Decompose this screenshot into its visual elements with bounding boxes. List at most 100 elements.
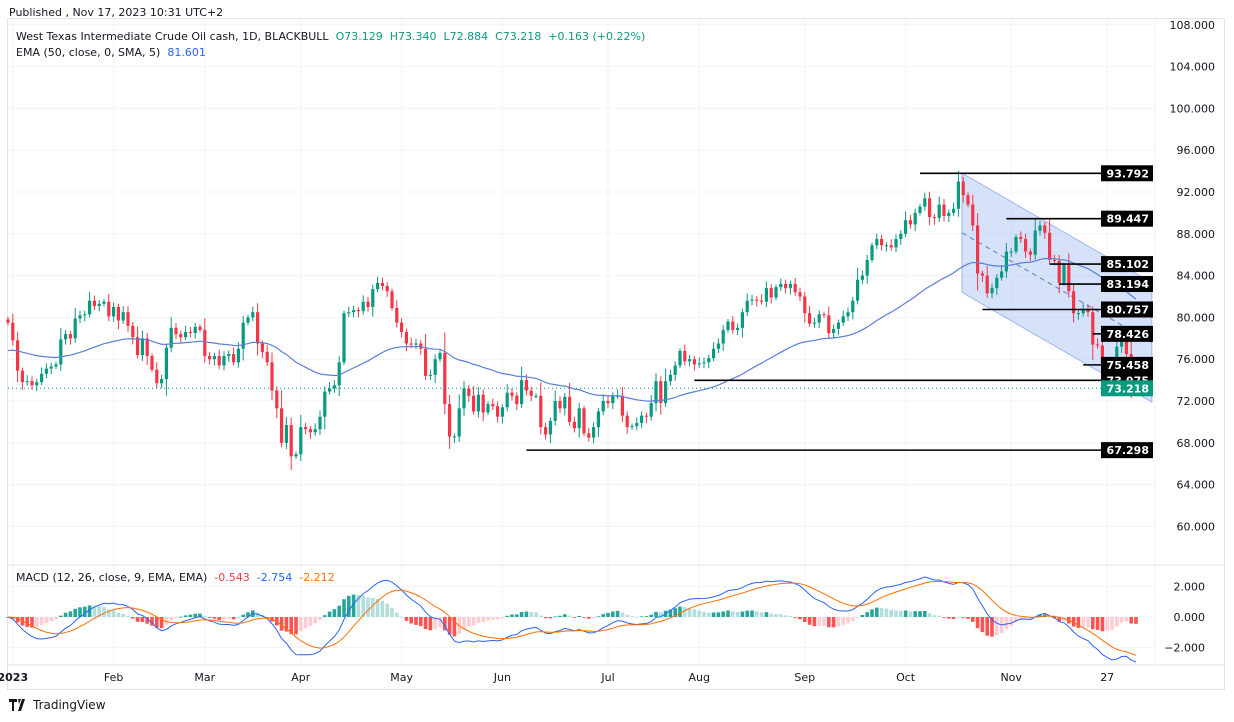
candle-body bbox=[361, 301, 365, 312]
macd-histogram-bar bbox=[1100, 617, 1105, 632]
x-tick-label: Sep bbox=[794, 671, 815, 684]
candle-body bbox=[313, 429, 317, 433]
macd-histogram-bar bbox=[966, 617, 970, 619]
macd-histogram-bar bbox=[875, 607, 879, 617]
macd-histogram-bar bbox=[241, 614, 245, 617]
macd-histogram-bar bbox=[726, 610, 730, 617]
candle-body bbox=[385, 286, 389, 292]
candle-body bbox=[678, 350, 682, 366]
candle-body bbox=[1057, 260, 1061, 283]
macd-histogram-bar bbox=[558, 615, 562, 617]
macd-histogram-bar bbox=[1071, 617, 1076, 627]
macd-histogram-bar bbox=[903, 610, 908, 617]
candle-body bbox=[1038, 225, 1042, 231]
macd-histogram-bar bbox=[980, 617, 985, 633]
candle-body bbox=[1052, 259, 1056, 261]
macd-histogram-bar bbox=[894, 610, 898, 617]
macd-histogram-bar bbox=[841, 617, 845, 625]
candle-body bbox=[476, 394, 480, 412]
macd-histogram-bar bbox=[375, 598, 380, 617]
candle-body bbox=[577, 408, 581, 429]
candle-body bbox=[764, 288, 768, 302]
ohlc-open: O73.129 bbox=[335, 30, 383, 43]
macd-histogram-bar bbox=[1095, 617, 1100, 630]
macd-tick-label: 2.000 bbox=[1174, 581, 1206, 594]
macd-signal-line bbox=[7, 580, 1137, 656]
macd-histogram-bar bbox=[553, 616, 557, 618]
candle-body bbox=[539, 395, 543, 428]
candle-body bbox=[332, 385, 336, 389]
macd-histogram-bar bbox=[971, 617, 975, 622]
ema-label[interactable]: EMA (50, close, 0, SMA, 5) bbox=[16, 46, 161, 59]
y-tick-label: 100.000 bbox=[1170, 102, 1216, 115]
macd-histogram-bar bbox=[231, 617, 236, 620]
macd-histogram-bar bbox=[1110, 617, 1114, 631]
macd-histogram-bar bbox=[188, 614, 193, 617]
candle-body bbox=[817, 314, 821, 323]
macd-histogram-bar bbox=[774, 613, 778, 617]
price-level-label: 93.792 bbox=[1107, 167, 1149, 180]
macd-histogram-bar bbox=[827, 617, 831, 628]
candle-body bbox=[736, 327, 740, 330]
macd-histogram-bar bbox=[337, 605, 341, 617]
macd-histogram-bar bbox=[937, 615, 941, 617]
macd-histogram-bar bbox=[471, 617, 476, 626]
macd-histogram-bar bbox=[567, 615, 572, 617]
candle-body bbox=[908, 220, 912, 225]
macd-histogram-bar bbox=[1038, 614, 1042, 617]
candle-body bbox=[356, 310, 360, 312]
macd-tick-label: −2.000 bbox=[1164, 641, 1205, 654]
candle-body bbox=[505, 392, 509, 408]
candle-body bbox=[1004, 251, 1008, 272]
candle-body bbox=[1100, 345, 1104, 367]
macd-histogram-bar bbox=[92, 605, 97, 617]
tradingview-logo[interactable]: TradingView bbox=[9, 698, 106, 712]
candle-body bbox=[232, 353, 236, 363]
macd-histogram-bar bbox=[102, 607, 106, 617]
macd-hist-value: -0.543 bbox=[214, 571, 250, 584]
macd-histogram-bar bbox=[942, 617, 946, 618]
price-level-tag bbox=[1101, 356, 1153, 373]
macd-histogram-bar bbox=[1009, 617, 1013, 627]
candle-body bbox=[510, 392, 514, 396]
candle-body bbox=[16, 340, 20, 371]
candle-body bbox=[563, 396, 567, 409]
macd-histogram-bar bbox=[54, 617, 58, 620]
tradingview-logo-icon bbox=[9, 699, 25, 711]
candle-body bbox=[35, 382, 39, 386]
candle-body bbox=[913, 212, 917, 225]
candle-body bbox=[136, 337, 140, 356]
macd-label[interactable]: MACD (12, 26, close, 9, EMA, EMA) bbox=[16, 571, 208, 584]
channel-midline bbox=[961, 232, 1153, 343]
macd-histogram-bar bbox=[572, 617, 577, 618]
candle-body bbox=[433, 359, 437, 375]
macd-histogram-bar bbox=[913, 611, 917, 617]
candle-body bbox=[270, 362, 274, 391]
macd-histogram-bar bbox=[803, 617, 807, 623]
price-level-tag bbox=[1101, 301, 1153, 318]
candle-body bbox=[164, 347, 168, 380]
macd-histogram-bar bbox=[59, 615, 63, 617]
macd-histogram-bar bbox=[529, 611, 533, 617]
macd-histogram-bar bbox=[620, 612, 625, 617]
candle-body bbox=[515, 395, 519, 405]
candle-body bbox=[212, 356, 216, 360]
candle-body bbox=[112, 306, 116, 317]
macd-histogram-bar bbox=[116, 612, 121, 617]
macd-histogram-bar bbox=[1019, 617, 1023, 620]
macd-histogram-bar bbox=[668, 609, 673, 617]
x-tick-label: Feb bbox=[104, 671, 123, 684]
macd-histogram-bar bbox=[15, 617, 20, 623]
macd-histogram-bar bbox=[327, 611, 332, 617]
macd-histogram-bar bbox=[515, 614, 519, 617]
macd-histogram-bar bbox=[596, 616, 601, 618]
macd-histogram-bar bbox=[683, 607, 687, 617]
x-tick-label: Oct bbox=[896, 671, 916, 684]
macd-histogram-bar bbox=[563, 614, 567, 617]
macd-histogram-bar bbox=[836, 617, 841, 627]
candle-body bbox=[102, 301, 106, 304]
candle-body bbox=[462, 388, 466, 409]
candle-body bbox=[68, 334, 72, 339]
macd-histogram-bar bbox=[207, 617, 212, 618]
